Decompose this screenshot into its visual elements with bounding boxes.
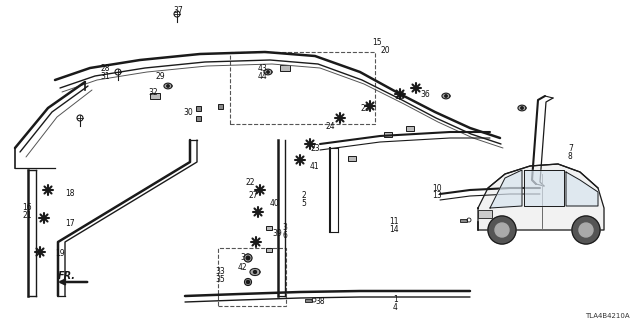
Circle shape bbox=[267, 71, 269, 73]
Text: 8: 8 bbox=[568, 151, 573, 161]
Text: 27: 27 bbox=[248, 191, 258, 201]
Text: 14: 14 bbox=[389, 226, 399, 235]
Circle shape bbox=[495, 223, 509, 237]
Text: 39: 39 bbox=[272, 229, 282, 238]
Circle shape bbox=[167, 85, 169, 87]
Circle shape bbox=[521, 107, 524, 109]
Text: 10: 10 bbox=[432, 183, 442, 193]
Text: 7: 7 bbox=[568, 143, 573, 153]
Text: 44: 44 bbox=[258, 71, 268, 81]
Text: 20: 20 bbox=[380, 45, 390, 54]
Bar bbox=[195, 116, 200, 121]
Circle shape bbox=[246, 280, 250, 284]
Text: 12: 12 bbox=[499, 226, 509, 235]
Bar bbox=[266, 248, 272, 252]
Circle shape bbox=[445, 95, 447, 97]
Bar bbox=[305, 299, 312, 301]
Text: 41: 41 bbox=[310, 162, 319, 171]
Text: 43: 43 bbox=[258, 63, 268, 73]
Text: 23: 23 bbox=[310, 143, 319, 153]
Text: 31: 31 bbox=[100, 71, 109, 81]
Text: TLA4B4210A: TLA4B4210A bbox=[586, 313, 630, 319]
Text: 19: 19 bbox=[55, 250, 65, 259]
Text: 35: 35 bbox=[215, 276, 225, 284]
Circle shape bbox=[488, 216, 516, 244]
Circle shape bbox=[579, 223, 593, 237]
Text: 38: 38 bbox=[315, 298, 324, 307]
Bar bbox=[406, 125, 414, 131]
Bar bbox=[218, 248, 286, 306]
Text: 32: 32 bbox=[148, 87, 157, 97]
Circle shape bbox=[244, 254, 252, 262]
Text: 24: 24 bbox=[325, 122, 335, 131]
Text: FR.: FR. bbox=[58, 271, 76, 281]
Circle shape bbox=[246, 256, 250, 260]
Text: 22: 22 bbox=[245, 178, 255, 187]
Text: 1: 1 bbox=[393, 295, 397, 305]
Polygon shape bbox=[566, 172, 598, 206]
Text: 26: 26 bbox=[395, 92, 404, 100]
Text: 25: 25 bbox=[360, 103, 370, 113]
Bar bbox=[195, 106, 200, 110]
Text: 42: 42 bbox=[238, 263, 248, 273]
Bar bbox=[348, 156, 356, 161]
Text: 36: 36 bbox=[420, 90, 429, 99]
Bar bbox=[460, 219, 467, 221]
Text: 30: 30 bbox=[183, 108, 193, 116]
Bar bbox=[266, 226, 272, 230]
Text: 6: 6 bbox=[282, 231, 287, 241]
Text: 28: 28 bbox=[100, 63, 109, 73]
Polygon shape bbox=[250, 268, 260, 276]
Text: 4: 4 bbox=[393, 303, 398, 313]
Polygon shape bbox=[442, 93, 450, 99]
Text: 11: 11 bbox=[389, 218, 399, 227]
Polygon shape bbox=[524, 170, 564, 206]
Text: 5: 5 bbox=[301, 199, 306, 209]
Text: 33: 33 bbox=[215, 268, 225, 276]
Text: 15: 15 bbox=[372, 37, 381, 46]
Bar bbox=[230, 52, 375, 124]
Bar bbox=[384, 132, 392, 137]
Bar bbox=[150, 93, 160, 99]
Text: 40: 40 bbox=[270, 199, 280, 209]
Polygon shape bbox=[490, 170, 522, 208]
Bar bbox=[280, 65, 290, 71]
Text: 17: 17 bbox=[65, 220, 75, 228]
Circle shape bbox=[244, 278, 252, 285]
Text: 9: 9 bbox=[499, 218, 504, 227]
Circle shape bbox=[572, 216, 600, 244]
Polygon shape bbox=[478, 164, 604, 230]
Text: 21: 21 bbox=[22, 212, 31, 220]
Text: 2: 2 bbox=[301, 191, 306, 201]
Text: 37: 37 bbox=[173, 5, 183, 14]
Polygon shape bbox=[164, 83, 172, 89]
Bar bbox=[218, 103, 223, 108]
Bar bbox=[478, 210, 492, 218]
Text: 13: 13 bbox=[432, 191, 442, 201]
Text: 34: 34 bbox=[240, 253, 250, 262]
Text: 16: 16 bbox=[22, 204, 31, 212]
Circle shape bbox=[253, 270, 257, 274]
Polygon shape bbox=[264, 69, 272, 75]
Text: 29: 29 bbox=[155, 71, 164, 81]
Polygon shape bbox=[518, 105, 526, 111]
Text: 18: 18 bbox=[65, 189, 74, 198]
Text: 3: 3 bbox=[282, 223, 287, 233]
